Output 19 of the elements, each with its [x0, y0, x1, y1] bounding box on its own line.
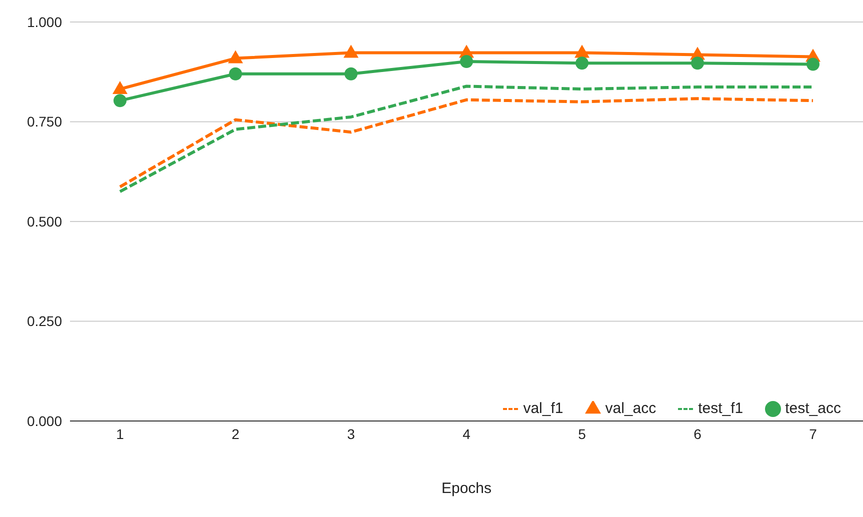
legend-label: val_acc [605, 400, 656, 417]
line-series [118, 97, 814, 188]
x-tick-label: 2 [232, 426, 240, 442]
y-tick-label: 1.000 [26, 14, 62, 30]
legend-label: test_f1 [698, 400, 744, 417]
y-tick-label: 0.000 [26, 412, 62, 429]
x-tick-label: 7 [809, 426, 818, 442]
x-tick-label: 4 [462, 426, 471, 442]
line-series [118, 84, 814, 194]
legend-label: val_f1 [523, 400, 564, 417]
x-tick-label: 1 [116, 426, 124, 442]
legend-label: test_acc [785, 400, 841, 417]
x-tick-label: 6 [694, 426, 702, 442]
y-tick-label: 0.750 [26, 114, 62, 130]
x-tick-label: 5 [578, 426, 586, 442]
y-tick-label: 0.500 [26, 213, 62, 230]
x-tick-label: 3 [347, 426, 356, 442]
y-tick-label: 0.250 [26, 313, 62, 330]
x-axis-title: Epochs [441, 480, 492, 497]
